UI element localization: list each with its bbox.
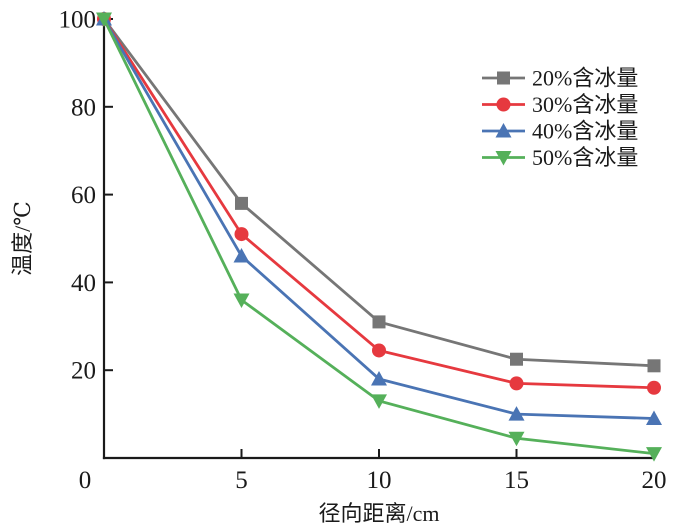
x-axis-title: 径向距离/cm xyxy=(319,501,440,526)
series-marker-square xyxy=(510,352,523,366)
y-axis-title: 温度/℃ xyxy=(10,201,35,276)
series-marker-triangle-up xyxy=(495,123,512,138)
series-marker-triangle-up xyxy=(371,370,387,386)
legend-label: 40%含冰量 xyxy=(532,119,638,144)
legend-label: 50%含冰量 xyxy=(532,145,638,170)
series-marker-triangle-up xyxy=(233,248,250,263)
y-tick-label: 20 xyxy=(71,358,96,385)
legend-label: 30%含冰量 xyxy=(532,92,638,117)
series-marker-circle xyxy=(372,343,386,358)
series-marker-circle xyxy=(509,376,524,391)
x-tick-label: 10 xyxy=(367,467,392,494)
x-tick-label: 5 xyxy=(235,467,248,494)
series-marker-square xyxy=(647,359,661,373)
series-marker-square xyxy=(235,196,248,210)
series-0 xyxy=(97,12,661,373)
series-marker-triangle-down xyxy=(508,431,525,447)
y-tick-label: 60 xyxy=(71,182,96,209)
series-marker-triangle-down xyxy=(646,447,662,462)
series-marker-triangle-up xyxy=(508,406,525,421)
x-tick-label: 15 xyxy=(504,467,529,494)
series-3 xyxy=(96,12,662,462)
series-marker-triangle-down xyxy=(233,293,250,308)
series-marker-circle xyxy=(234,227,249,242)
legend-label: 20%含冰量 xyxy=(532,66,638,91)
legend-item: 20%含冰量 xyxy=(482,66,638,91)
series-marker-triangle-down xyxy=(96,12,112,27)
legend-item: 30%含冰量 xyxy=(482,92,638,117)
y-tick-label: 80 xyxy=(71,94,96,121)
series-marker-triangle-down xyxy=(371,394,387,409)
y-tick-label: 40 xyxy=(71,270,96,297)
series-marker-triangle-up xyxy=(646,410,662,425)
series-marker-square xyxy=(497,71,510,85)
series-marker-circle xyxy=(496,97,511,112)
series-marker-circle xyxy=(647,380,661,395)
x-tick-label: 20 xyxy=(642,467,667,494)
legend-item: 50%含冰量 xyxy=(482,145,638,170)
x-tick-label: 0 xyxy=(79,467,92,494)
legend-item: 40%含冰量 xyxy=(482,119,638,144)
y-tick-label: 100 xyxy=(59,7,97,34)
axes: 20 40 60 80 100 0 5 10 15 20 xyxy=(59,7,667,495)
series-marker-square xyxy=(372,315,386,329)
series-marker-triangle-down xyxy=(495,151,512,166)
